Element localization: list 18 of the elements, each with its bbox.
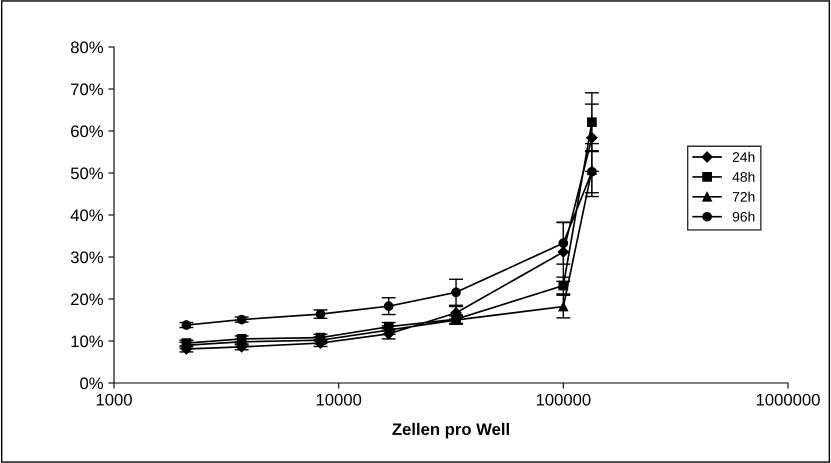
y-tick-label: 50% (70, 167, 103, 180)
y-tick-label: 0% (80, 377, 103, 390)
x-axis-title: Zellen pro Well (392, 422, 509, 438)
y-tick-label: 30% (70, 251, 103, 264)
y-tick-label: 70% (71, 83, 103, 96)
x-tick-label: 10000 (316, 394, 362, 406)
y-tick-label: 20% (71, 293, 103, 306)
y-tick-label: 40% (70, 209, 103, 222)
legend-label: 24h (732, 152, 754, 162)
x-tick-label: 1000000 (756, 394, 820, 406)
legend-label: 96h (732, 211, 754, 222)
y-tick-label: 60% (71, 125, 103, 138)
legend-label: 72h (732, 192, 754, 202)
y-tick-label: 10% (71, 335, 103, 348)
legend-label: 48h (732, 172, 754, 182)
y-tick-label: 80% (70, 41, 103, 54)
x-tick-label: 1000 (96, 394, 132, 406)
x-tick-label: 100000 (536, 394, 590, 406)
